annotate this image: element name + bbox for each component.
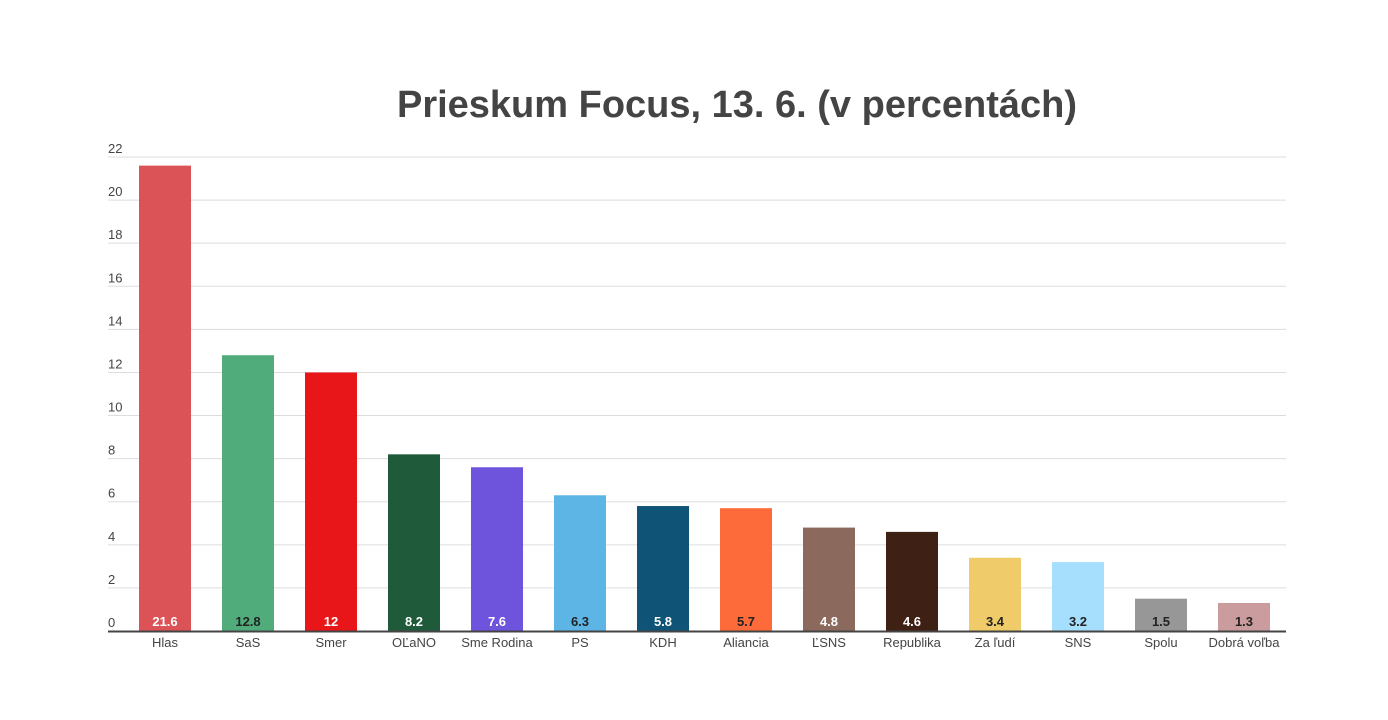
- bar: [1218, 602, 1270, 631]
- bar: [554, 495, 606, 631]
- bar: [388, 454, 440, 631]
- y-tick-label: 8: [108, 443, 115, 458]
- data-label: 6.3: [571, 614, 589, 629]
- x-tick-label: Republika: [883, 635, 942, 650]
- y-tick-label: 6: [108, 486, 115, 501]
- y-tick-label: 0: [108, 615, 115, 630]
- bar: [803, 527, 855, 631]
- x-tick-label: OĽaNO: [392, 635, 436, 650]
- bar: [305, 372, 357, 631]
- data-label: 5.8: [654, 614, 672, 629]
- data-label: 3.2: [1069, 614, 1087, 629]
- x-tick-label: SNS: [1065, 635, 1092, 650]
- data-label: 5.7: [737, 614, 755, 629]
- x-tick-label: Smer: [315, 635, 347, 650]
- y-tick-label: 4: [108, 529, 115, 544]
- data-label: 12: [324, 614, 338, 629]
- y-tick-label: 18: [108, 227, 122, 242]
- x-tick-label: Spolu: [1144, 635, 1177, 650]
- x-tick-label: SaS: [236, 635, 261, 650]
- bar: [969, 557, 1021, 631]
- chart-title: Prieskum Focus, 13. 6. (v percentách): [397, 84, 1077, 126]
- data-label: 8.2: [405, 614, 423, 629]
- bar: [1052, 562, 1104, 631]
- y-tick-label: 22: [108, 141, 122, 156]
- x-tick-label: KDH: [649, 635, 676, 650]
- data-label: 1.5: [1152, 614, 1170, 629]
- data-label: 3.4: [986, 614, 1005, 629]
- bar: [1135, 598, 1187, 631]
- bar: [222, 355, 274, 631]
- bar: [471, 467, 523, 631]
- data-label: 4.8: [820, 614, 838, 629]
- bar: [886, 531, 938, 631]
- x-tick-label: Dobrá voľba: [1209, 635, 1281, 650]
- x-tick-label: Aliancia: [723, 635, 769, 650]
- y-tick-label: 10: [108, 400, 122, 415]
- x-tick-label: Za ľudí: [975, 635, 1016, 650]
- bar: [720, 508, 772, 631]
- y-tick-label: 14: [108, 313, 122, 328]
- y-tick-label: 12: [108, 356, 122, 371]
- x-tick-label: ĽSNS: [812, 635, 846, 650]
- x-tick-label: Sme Rodina: [461, 635, 533, 650]
- data-label: 21.6: [152, 614, 177, 629]
- data-label: 7.6: [488, 614, 506, 629]
- y-tick-label: 16: [108, 270, 122, 285]
- y-tick-label: 20: [108, 184, 122, 199]
- data-label: 1.3: [1235, 614, 1253, 629]
- data-label: 12.8: [235, 614, 260, 629]
- bar: [637, 506, 689, 631]
- x-tick-label: Hlas: [152, 635, 179, 650]
- y-tick-label: 2: [108, 572, 115, 587]
- x-tick-label: PS: [571, 635, 589, 650]
- bar: [139, 165, 191, 632]
- data-label: 4.6: [903, 614, 921, 629]
